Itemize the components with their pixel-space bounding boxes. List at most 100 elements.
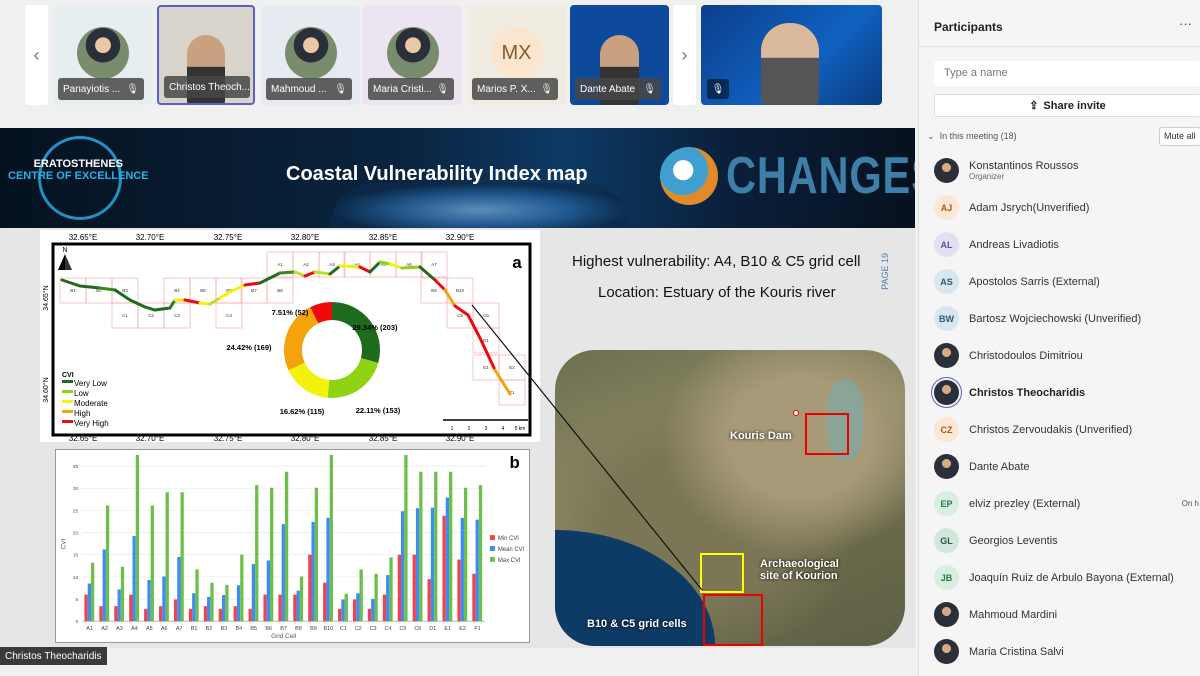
avatar [934,343,959,368]
lat-tick-left: 34.65°N [42,285,50,310]
x-tick-label: A3 [116,626,123,632]
participant-item[interactable]: AS Apostolos Sarris (External) [934,263,1199,300]
bar-mean-cvi-A4 [132,536,136,622]
participant-item[interactable]: Christos Theocharidis [934,374,1199,411]
avatar [934,454,959,479]
mic-off-icon: 🎙 [334,83,347,95]
in-meeting-section-toggle[interactable]: ⌄ In this meeting (18) [927,131,1017,142]
bar-min-cvi-B7 [278,594,282,622]
x-tick-label: C6 [414,626,421,632]
video-tile[interactable]: Mahmoud ... 🎙 [261,5,360,105]
avatar-initials: MX [490,27,543,79]
participant-role: Organizer [969,172,1005,181]
coastline-segment [153,306,172,312]
participant-item[interactable]: Dante Abate [934,448,1199,485]
video-tile[interactable]: Panayiotis ... 🎙 [53,5,153,105]
coastline-segment [368,260,382,274]
participant-item[interactable]: Mahmoud Mardini [934,596,1199,633]
grid-cell [318,251,346,278]
bar-mean-cvi-B8 [296,590,300,622]
video-tile[interactable]: Christos Theoch...🎙 [157,5,255,105]
section-label: In this meeting (18) [939,131,1017,141]
lon-tick-top: 32.70°E [136,233,165,242]
mic-off-icon: 🎙 [643,83,656,95]
avatar [77,27,129,79]
y-tick-label: 35 [73,464,79,470]
bar-max-cvi-B3 [225,584,229,622]
donut-slice [332,302,380,363]
share-invite-button[interactable]: ⇪ Share invite [934,94,1200,117]
slide-title: Coastal Vulnerability Index map [286,163,588,185]
speaker-video-tile[interactable]: 🎙 [701,5,882,105]
participant-search-input[interactable]: Type a name [934,61,1200,86]
lon-tick-top: 32.65°E [69,233,98,242]
participant-name: Panayiotis ... [63,83,121,95]
participant-item[interactable]: EP elviz prezley (External) On h [934,485,1199,522]
mic-off-icon: 🎙 [707,79,729,99]
participant-item[interactable]: Konstantinos Roussos Organizer [934,152,1199,189]
coastline-segment [228,283,247,294]
panel-label: b [510,453,520,472]
coastline-segment [98,286,117,292]
donut-label: 29.34% (203) [352,323,398,332]
participant-item[interactable]: GL Georgios Leventis [934,522,1199,559]
participant-name: Joaquín Ruiz de Arbulo Bayona (External) [969,571,1174,584]
participant-name: Andreas Livadiotis [969,238,1059,251]
legend-label: High [74,409,90,418]
bar-mean-cvi-B7 [281,524,285,622]
bar-max-cvi-C2 [359,569,363,622]
donut-label: 16.62% (115) [280,407,325,416]
video-tile[interactable]: Dante Abate 🎙 [570,5,669,105]
x-tick-label: A1 [86,626,93,632]
participant-item[interactable]: AL Andreas Livadiotis [934,226,1199,263]
participant-item[interactable]: CZ Christos Zervoudakis (Unverified) [934,411,1199,448]
participant-item[interactable]: Maria Cristina Salvi [934,633,1199,670]
coastline-segment [378,260,392,266]
participant-name: elviz prezley (External) [969,497,1081,510]
participant-item[interactable]: AJ Adam Jsrych(Unverified) [934,189,1199,226]
bar-max-cvi-A6 [165,492,169,622]
chevron-right-icon[interactable]: › [673,5,696,105]
x-tick-label: A4 [131,626,138,632]
participant-name: Dante Abate [969,460,1030,473]
mute-all-button[interactable]: Mute all [1159,127,1200,146]
kourion-label: Archaeological site of Kourion [760,558,839,582]
north-arrow-icon [58,254,65,270]
bar-max-cvi-A2 [105,505,110,622]
x-tick-label: A7 [176,626,183,632]
x-tick-label: C3 [370,626,377,632]
participant-name: Mahmoud Mardini [969,608,1058,621]
y-tick-label: 25 [73,508,79,514]
more-icon[interactable]: ··· [1179,16,1192,31]
coastline-segment [328,264,342,276]
grid-cell-label: A2 [303,262,309,267]
bar-min-cvi-C4 [382,594,387,622]
chevron-left-icon[interactable]: ‹ [25,5,48,105]
grid-cell-label: B8 [277,288,283,293]
grid-cell-label: C6 [483,313,489,318]
grid-cell-label: A1 [277,262,283,267]
y-axis-label: CVI [60,538,67,549]
grid-cell-label: B2 [96,288,102,293]
participant-item[interactable]: BW Bartosz Wojciechowski (Unverified) [934,300,1199,337]
kouris-dam-box [805,413,849,455]
coastline-segment [443,288,457,308]
grid-cell-label: D1 [483,338,489,343]
avatar-initials: AS [934,269,959,294]
y-tick-label: 20 [73,531,79,537]
participant-item[interactable]: JB Joaquín Ruiz de Arbulo Bayona (Externa… [934,559,1199,596]
video-tile[interactable]: Maria Cristi... 🎙 [363,5,462,105]
eratosthenes-logo [38,136,122,220]
participant-item[interactable]: Christodoulos Dimitriou [934,337,1199,374]
bar-max-cvi-A7 [180,492,184,622]
participant-name: Apostolos Sarris (External) [969,275,1100,288]
video-tile[interactable]: MX Marios P. X... 🎙 [467,5,566,105]
x-tick-label: F1 [474,626,480,632]
legend-label: Mean CVI [498,547,525,553]
participant-name-tag: Marios P. X... 🎙 [472,78,558,100]
bar-mean-cvi-A7 [177,556,181,622]
x-tick-label: C5 [399,626,406,632]
grid-cell-label: B6 [226,288,232,293]
donut-slice [288,362,330,398]
bar-mean-cvi-D1 [430,507,435,622]
